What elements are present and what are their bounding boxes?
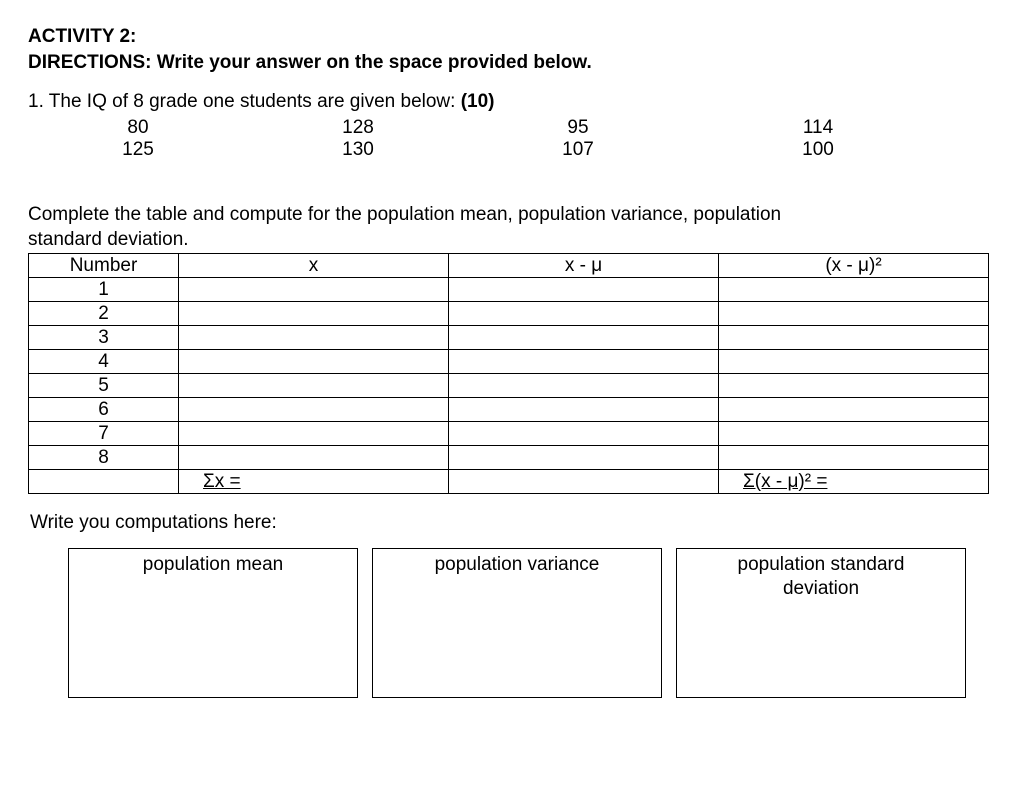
cell-x[interactable] <box>179 446 449 470</box>
data-cell: 107 <box>468 139 688 161</box>
cell-number: 6 <box>29 398 179 422</box>
cell-sq[interactable] <box>719 302 989 326</box>
cell-xmu[interactable] <box>449 374 719 398</box>
cell-xmu[interactable] <box>449 446 719 470</box>
cell-x[interactable] <box>179 422 449 446</box>
th-x: x <box>179 254 449 278</box>
table-instruction: Complete the table and compute for the p… <box>28 203 1003 252</box>
computation-table: Number x x - μ (x - μ)² 1 2 3 4 5 6 <box>28 253 989 494</box>
data-row: 125 130 107 100 <box>28 139 1003 161</box>
activity-title: ACTIVITY 2: <box>28 24 1003 50</box>
table-row: 3 <box>29 326 989 350</box>
population-mean-label: population mean <box>69 553 357 577</box>
table-header-row: Number x x - μ (x - μ)² <box>29 254 989 278</box>
cell-number: 4 <box>29 350 179 374</box>
cell-xmu[interactable] <box>449 422 719 446</box>
cell-xmu[interactable] <box>449 278 719 302</box>
sum-sq-label[interactable]: Σ(x - μ)² = <box>719 470 989 494</box>
instruction-line-2: standard deviation. <box>28 228 1003 253</box>
data-cell: 80 <box>28 117 248 139</box>
cell-sq[interactable] <box>719 446 989 470</box>
cell-sq[interactable] <box>719 326 989 350</box>
cell-number: 5 <box>29 374 179 398</box>
cell-xmu[interactable] <box>449 302 719 326</box>
computation-boxes: population mean population variance popu… <box>68 548 1003 698</box>
cell-number: 2 <box>29 302 179 326</box>
table-row: 1 <box>29 278 989 302</box>
cell-sq[interactable] <box>719 422 989 446</box>
table-sum-row: Σx = Σ(x - μ)² = <box>29 470 989 494</box>
question-points: (10) <box>461 91 495 112</box>
table-row: 8 <box>29 446 989 470</box>
cell-sq[interactable] <box>719 374 989 398</box>
data-cell: 95 <box>468 117 688 139</box>
cell-number: 7 <box>29 422 179 446</box>
population-sd-label-2: deviation <box>677 577 965 601</box>
activity-directions: DIRECTIONS: Write your answer on the spa… <box>28 50 1003 76</box>
cell-x[interactable] <box>179 278 449 302</box>
question-line: 1. The IQ of 8 grade one students are gi… <box>28 89 1003 115</box>
data-cell: 125 <box>28 139 248 161</box>
th-xmusq: (x - μ)² <box>719 254 989 278</box>
population-mean-box[interactable]: population mean <box>68 548 358 698</box>
cell-x[interactable] <box>179 350 449 374</box>
cell-x[interactable] <box>179 326 449 350</box>
population-variance-label: population variance <box>373 553 661 577</box>
cell-xmu[interactable] <box>449 350 719 374</box>
cell-x[interactable] <box>179 374 449 398</box>
cell-x[interactable] <box>179 398 449 422</box>
data-cell: 114 <box>688 117 948 139</box>
cell-xmu[interactable] <box>449 398 719 422</box>
population-variance-box[interactable]: population variance <box>372 548 662 698</box>
data-cell: 128 <box>248 117 468 139</box>
data-cell: 100 <box>688 139 948 161</box>
data-row: 80 128 95 114 <box>28 117 1003 139</box>
cell-sq[interactable] <box>719 398 989 422</box>
cell-number: 1 <box>29 278 179 302</box>
question-text: 1. The IQ of 8 grade one students are gi… <box>28 91 461 112</box>
cell-sq[interactable] <box>719 278 989 302</box>
data-values-grid: 80 128 95 114 125 130 107 100 <box>28 117 1003 161</box>
cell-empty <box>29 470 179 494</box>
th-number: Number <box>29 254 179 278</box>
cell-empty <box>449 470 719 494</box>
population-sd-box[interactable]: population standard deviation <box>676 548 966 698</box>
instruction-line-1: Complete the table and compute for the p… <box>28 203 1003 228</box>
write-computations-label: Write you computations here: <box>30 512 1003 534</box>
table-row: 5 <box>29 374 989 398</box>
activity-heading: ACTIVITY 2: DIRECTIONS: Write your answe… <box>28 24 1003 75</box>
th-xmu: x - μ <box>449 254 719 278</box>
cell-x[interactable] <box>179 302 449 326</box>
table-row: 6 <box>29 398 989 422</box>
cell-number: 8 <box>29 446 179 470</box>
cell-sq[interactable] <box>719 350 989 374</box>
sum-x-text: Σx = <box>203 471 241 492</box>
cell-number: 3 <box>29 326 179 350</box>
sum-x-label[interactable]: Σx = <box>179 470 449 494</box>
table-row: 4 <box>29 350 989 374</box>
table-row: 2 <box>29 302 989 326</box>
cell-xmu[interactable] <box>449 326 719 350</box>
sum-sq-text: Σ(x - μ)² = <box>743 471 827 492</box>
population-sd-label-1: population standard <box>677 553 965 577</box>
table-row: 7 <box>29 422 989 446</box>
data-cell: 130 <box>248 139 468 161</box>
